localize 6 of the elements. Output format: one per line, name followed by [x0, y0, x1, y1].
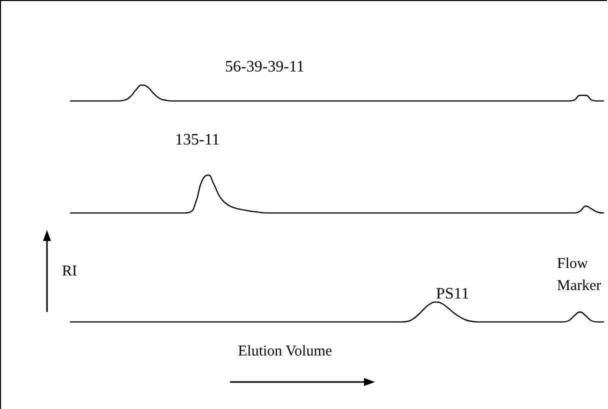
y-axis-title: RI	[62, 264, 78, 280]
x-axis-title: Elution Volume	[238, 344, 332, 360]
series-label: PS11	[436, 286, 470, 302]
series-label: 56-39-39-11	[225, 58, 304, 76]
text: Flow Marker	[557, 256, 602, 294]
series-label: 135-11	[175, 132, 220, 148]
